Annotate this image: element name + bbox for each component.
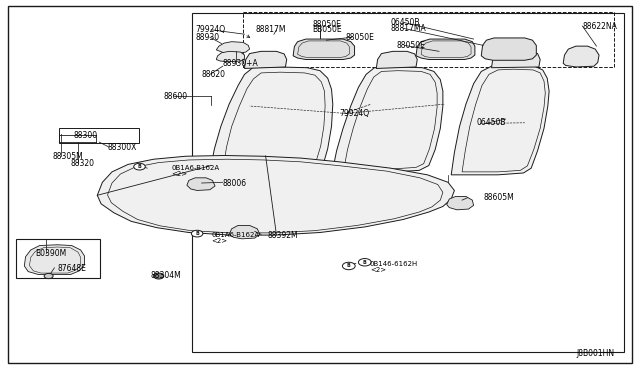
Text: 88300X: 88300X <box>108 143 137 152</box>
Text: BB050E: BB050E <box>312 25 342 34</box>
Text: B: B <box>195 231 199 236</box>
Text: 79924Q: 79924Q <box>339 109 369 118</box>
Circle shape <box>358 259 371 266</box>
Polygon shape <box>97 155 454 235</box>
Circle shape <box>154 273 164 279</box>
Text: J8B001HN: J8B001HN <box>576 349 614 358</box>
Polygon shape <box>293 39 355 60</box>
Polygon shape <box>216 51 244 62</box>
Text: 88006: 88006 <box>223 179 247 187</box>
Polygon shape <box>187 178 215 190</box>
Text: 06450B: 06450B <box>477 118 506 127</box>
Text: 88930+A: 88930+A <box>223 60 259 68</box>
Text: 88817MA: 88817MA <box>390 24 426 33</box>
Text: 0B146-6162H: 0B146-6162H <box>370 261 418 267</box>
Text: 88050E: 88050E <box>397 41 426 50</box>
Text: <2>: <2> <box>211 238 227 244</box>
Polygon shape <box>229 225 260 239</box>
Text: 88600: 88600 <box>163 92 188 101</box>
Text: <2>: <2> <box>370 267 386 273</box>
Text: 0B1A6-B162A: 0B1A6-B162A <box>211 232 259 238</box>
Bar <box>16 239 100 278</box>
Polygon shape <box>416 39 475 60</box>
Polygon shape <box>492 51 540 68</box>
Polygon shape <box>333 67 443 172</box>
Text: 88622NA: 88622NA <box>582 22 617 31</box>
Polygon shape <box>481 38 536 60</box>
Circle shape <box>191 230 203 237</box>
Text: 88305M: 88305M <box>52 152 83 161</box>
Circle shape <box>134 163 145 170</box>
Text: 88300: 88300 <box>74 131 98 140</box>
Text: 06450B: 06450B <box>390 18 420 27</box>
Text: 88050E: 88050E <box>346 33 374 42</box>
Text: 87648E: 87648E <box>58 264 86 273</box>
Text: 88930: 88930 <box>195 33 220 42</box>
Text: 88605M: 88605M <box>483 193 514 202</box>
Text: 88817M: 88817M <box>256 25 287 34</box>
Text: 88620: 88620 <box>202 70 226 79</box>
Polygon shape <box>216 42 250 54</box>
Polygon shape <box>376 51 417 68</box>
Text: B: B <box>347 263 351 269</box>
Bar <box>243 12 614 67</box>
Text: <2>: <2> <box>172 171 188 177</box>
Polygon shape <box>563 46 599 67</box>
Polygon shape <box>451 65 549 175</box>
Text: B: B <box>138 164 141 169</box>
Polygon shape <box>447 196 474 210</box>
Bar <box>192 13 624 352</box>
Text: 0B1A6-B162A: 0B1A6-B162A <box>172 165 220 171</box>
Polygon shape <box>211 67 333 171</box>
Polygon shape <box>24 245 84 275</box>
Text: 88392M: 88392M <box>268 231 298 240</box>
Bar <box>59 128 139 143</box>
Circle shape <box>44 273 53 279</box>
Text: B0390M: B0390M <box>35 249 67 258</box>
Polygon shape <box>244 51 287 68</box>
Text: 88050E: 88050E <box>312 20 341 29</box>
Text: 88304M: 88304M <box>150 271 181 280</box>
Text: 88320: 88320 <box>70 159 95 168</box>
Circle shape <box>342 262 355 270</box>
Text: 79924Q: 79924Q <box>195 25 225 34</box>
Text: B: B <box>363 260 367 265</box>
